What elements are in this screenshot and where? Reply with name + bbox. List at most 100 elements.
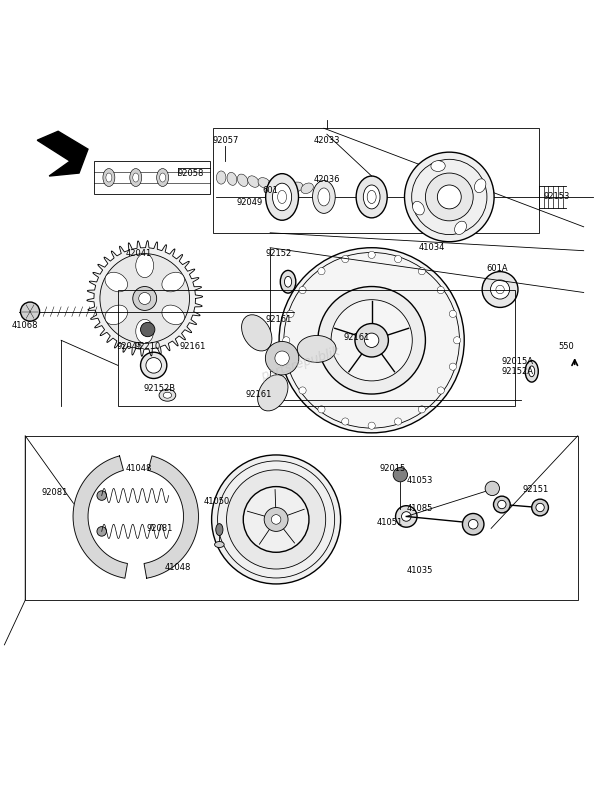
Polygon shape bbox=[87, 241, 203, 356]
Circle shape bbox=[331, 300, 412, 381]
Circle shape bbox=[449, 310, 457, 318]
Circle shape bbox=[271, 514, 281, 524]
Polygon shape bbox=[73, 456, 127, 578]
Ellipse shape bbox=[136, 254, 154, 278]
Text: 92081: 92081 bbox=[42, 488, 68, 497]
Text: 92045: 92045 bbox=[116, 342, 143, 350]
Circle shape bbox=[341, 418, 349, 425]
Ellipse shape bbox=[364, 185, 380, 209]
Circle shape bbox=[437, 387, 445, 394]
Ellipse shape bbox=[157, 169, 169, 186]
Ellipse shape bbox=[272, 183, 292, 210]
Circle shape bbox=[536, 503, 544, 512]
Ellipse shape bbox=[413, 202, 424, 215]
Text: 92049: 92049 bbox=[236, 198, 262, 207]
Circle shape bbox=[493, 496, 510, 513]
Circle shape bbox=[469, 519, 478, 529]
Text: 550: 550 bbox=[558, 342, 574, 350]
Circle shape bbox=[449, 363, 457, 370]
Circle shape bbox=[401, 512, 411, 522]
Ellipse shape bbox=[248, 176, 259, 187]
Circle shape bbox=[395, 506, 417, 527]
Ellipse shape bbox=[279, 181, 292, 190]
Ellipse shape bbox=[367, 190, 376, 203]
Text: 92015A: 92015A bbox=[502, 357, 534, 366]
Bar bbox=[118, 290, 515, 406]
Ellipse shape bbox=[284, 276, 292, 287]
Bar bbox=[214, 128, 539, 233]
Text: 92081: 92081 bbox=[146, 524, 173, 533]
Circle shape bbox=[368, 422, 375, 430]
Text: 92058: 92058 bbox=[178, 169, 204, 178]
Circle shape bbox=[355, 323, 388, 357]
Circle shape bbox=[139, 293, 151, 305]
Circle shape bbox=[368, 251, 375, 258]
Bar bbox=[25, 436, 578, 600]
Ellipse shape bbox=[160, 173, 166, 182]
Circle shape bbox=[497, 500, 506, 509]
Ellipse shape bbox=[162, 305, 184, 325]
Circle shape bbox=[532, 499, 548, 516]
Circle shape bbox=[20, 302, 40, 321]
Circle shape bbox=[394, 418, 401, 425]
Ellipse shape bbox=[431, 161, 445, 171]
Text: 41053: 41053 bbox=[406, 476, 433, 485]
Circle shape bbox=[265, 342, 299, 375]
Text: 92161: 92161 bbox=[179, 342, 206, 350]
Circle shape bbox=[318, 286, 425, 394]
Text: 41085: 41085 bbox=[406, 504, 433, 513]
Circle shape bbox=[275, 351, 289, 366]
Circle shape bbox=[227, 470, 326, 569]
Circle shape bbox=[418, 406, 425, 413]
Ellipse shape bbox=[313, 181, 335, 214]
Ellipse shape bbox=[103, 169, 115, 186]
Ellipse shape bbox=[356, 176, 387, 218]
Text: 92161: 92161 bbox=[344, 333, 370, 342]
Ellipse shape bbox=[268, 179, 281, 189]
Circle shape bbox=[279, 248, 464, 433]
Circle shape bbox=[393, 467, 407, 482]
Circle shape bbox=[140, 322, 155, 337]
Text: 42033: 42033 bbox=[314, 136, 340, 145]
Circle shape bbox=[394, 255, 401, 262]
Ellipse shape bbox=[238, 174, 248, 186]
Circle shape bbox=[485, 482, 499, 495]
Ellipse shape bbox=[162, 272, 184, 292]
Circle shape bbox=[404, 152, 494, 242]
Ellipse shape bbox=[290, 182, 303, 192]
Ellipse shape bbox=[525, 361, 538, 382]
Text: 601: 601 bbox=[262, 186, 278, 195]
Circle shape bbox=[140, 352, 167, 378]
Ellipse shape bbox=[242, 314, 272, 351]
Ellipse shape bbox=[301, 183, 313, 194]
Ellipse shape bbox=[455, 221, 467, 234]
Circle shape bbox=[97, 526, 107, 536]
Ellipse shape bbox=[217, 171, 226, 184]
Circle shape bbox=[100, 254, 190, 343]
Circle shape bbox=[365, 333, 379, 347]
Circle shape bbox=[425, 173, 473, 221]
Text: 41048: 41048 bbox=[125, 464, 152, 473]
Text: 92161: 92161 bbox=[245, 390, 271, 398]
Ellipse shape bbox=[105, 272, 128, 292]
Ellipse shape bbox=[159, 390, 176, 401]
Text: 41035: 41035 bbox=[406, 566, 433, 574]
Text: 92210: 92210 bbox=[134, 342, 161, 350]
Circle shape bbox=[97, 490, 107, 500]
Polygon shape bbox=[37, 131, 88, 176]
Circle shape bbox=[287, 310, 294, 318]
Circle shape bbox=[299, 387, 306, 394]
Text: 41068: 41068 bbox=[12, 321, 38, 330]
Circle shape bbox=[496, 286, 504, 294]
Circle shape bbox=[454, 337, 461, 344]
Text: 42041: 42041 bbox=[125, 249, 152, 258]
Ellipse shape bbox=[136, 319, 154, 343]
Circle shape bbox=[212, 455, 341, 584]
Circle shape bbox=[243, 486, 309, 552]
Circle shape bbox=[418, 268, 425, 274]
Ellipse shape bbox=[475, 179, 486, 193]
Circle shape bbox=[482, 271, 518, 307]
Ellipse shape bbox=[105, 305, 128, 325]
Text: 41034: 41034 bbox=[418, 243, 445, 252]
Circle shape bbox=[437, 286, 445, 294]
